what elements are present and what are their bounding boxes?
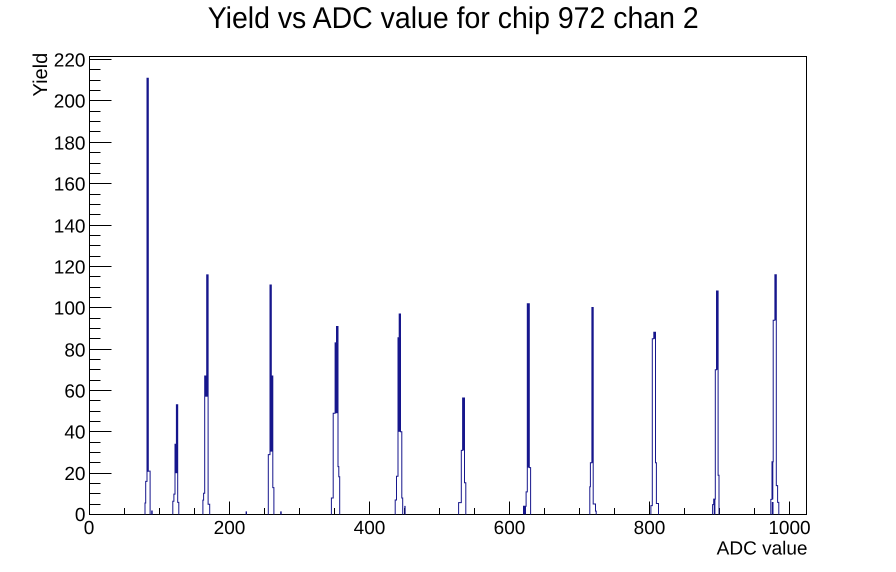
svg-text:200: 200 <box>54 92 86 113</box>
svg-text:600: 600 <box>494 518 526 539</box>
svg-text:200: 200 <box>214 518 246 539</box>
svg-text:0: 0 <box>75 505 86 526</box>
svg-text:0: 0 <box>84 518 95 539</box>
svg-text:60: 60 <box>64 382 85 403</box>
svg-text:400: 400 <box>354 518 386 539</box>
svg-text:220: 220 <box>54 51 86 72</box>
svg-text:160: 160 <box>54 175 86 196</box>
svg-text:40: 40 <box>64 423 85 444</box>
svg-text:ADC value: ADC value <box>717 539 808 560</box>
svg-text:Yield: Yield <box>30 53 52 97</box>
svg-text:80: 80 <box>64 341 85 362</box>
svg-text:140: 140 <box>54 217 86 238</box>
svg-text:20: 20 <box>64 464 85 485</box>
svg-text:Yield vs ADC value for chip 97: Yield vs ADC value for chip 972 chan 2 <box>208 2 699 35</box>
svg-text:800: 800 <box>634 518 666 539</box>
svg-text:180: 180 <box>54 134 86 155</box>
svg-text:120: 120 <box>54 258 86 279</box>
svg-text:1000: 1000 <box>768 518 810 539</box>
svg-text:100: 100 <box>54 299 86 320</box>
